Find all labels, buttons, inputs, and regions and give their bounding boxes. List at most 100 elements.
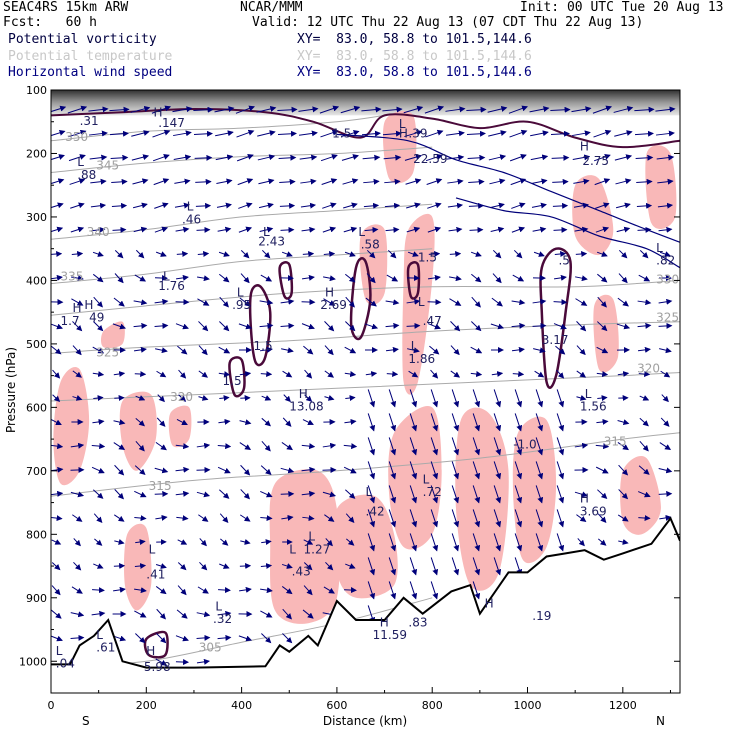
wind-vector-231 xyxy=(238,635,253,642)
wind-vector-484 xyxy=(493,461,502,480)
wind-vector-14 xyxy=(51,443,64,450)
wind-vector-310 xyxy=(324,345,334,356)
pv-annotation-35: .72 xyxy=(423,485,442,499)
wind-vector-54 xyxy=(93,296,103,308)
wind-vector-100 xyxy=(133,322,148,329)
wind-vector-222 xyxy=(239,419,252,426)
pv-fill-region-8 xyxy=(455,407,509,591)
wind-vector-254 xyxy=(261,633,272,644)
wind-vector-216 xyxy=(240,273,250,284)
wind-vector-60 xyxy=(91,443,106,450)
wind-vector-312 xyxy=(324,395,335,401)
wind-vector-0 xyxy=(51,105,67,113)
wind-vector-346 xyxy=(363,178,380,185)
wind-vector-227 xyxy=(240,539,251,545)
wind-vector-483 xyxy=(493,437,502,456)
wind-vector-203 xyxy=(219,513,229,524)
wind-vector-208 xyxy=(217,634,232,641)
wind-vector-252 xyxy=(260,587,273,594)
wind-vector-101 xyxy=(133,346,147,353)
wind-vector-264 xyxy=(280,322,295,329)
y-tick-label-100: 100 xyxy=(26,84,47,97)
wind-vector-581 xyxy=(595,466,609,474)
wind-vector-486 xyxy=(493,509,502,528)
wind-vector-74 xyxy=(114,250,124,259)
wind-vector-228 xyxy=(239,562,252,569)
wind-vector-35 xyxy=(72,395,83,401)
wind-vector-565 xyxy=(577,538,585,547)
wind-vector-119 xyxy=(154,226,169,233)
wind-vector-439 xyxy=(450,370,461,378)
wind-vector-171 xyxy=(198,321,209,332)
wind-vector-79 xyxy=(113,370,126,377)
wind-vector-333 xyxy=(344,371,357,378)
wind-vector-244 xyxy=(261,395,272,401)
wind-vector-206 xyxy=(218,587,231,594)
pv-annotation-6: .46 xyxy=(182,212,201,226)
wind-vector-158 xyxy=(177,585,187,596)
wind-vector-518 xyxy=(532,322,547,329)
wind-vector-491 xyxy=(509,154,527,162)
wind-vector-573 xyxy=(597,273,608,283)
wind-vector-583 xyxy=(597,513,607,524)
wind-vector-619 xyxy=(638,465,650,475)
wind-vector-204 xyxy=(220,538,229,546)
wind-vector-400 xyxy=(409,437,418,456)
wind-vector-376 xyxy=(386,371,399,378)
pv-annotation-32: 1.56 xyxy=(580,400,607,414)
wind-vector-339 xyxy=(345,513,355,524)
wind-vector-416 xyxy=(427,323,441,330)
wind-vector-46 xyxy=(88,106,109,113)
wind-vector-404 xyxy=(409,533,418,552)
pv-annotation-29: H xyxy=(299,387,308,401)
wind-vector-229 xyxy=(239,586,252,593)
wind-vector-18 xyxy=(51,539,62,545)
wind-vector-64 xyxy=(94,538,103,546)
wind-vector-580 xyxy=(595,443,610,450)
wind-vector-13 xyxy=(51,419,62,426)
wind-vector-459 xyxy=(470,371,483,378)
wind-vector-520 xyxy=(534,370,545,378)
pv-fill-region-9 xyxy=(512,416,557,564)
wind-vector-220 xyxy=(239,370,252,377)
wind-vector-147 xyxy=(175,323,189,330)
wind-vector-532 xyxy=(552,202,569,209)
wind-vector-481 xyxy=(493,389,502,408)
wind-vector-417 xyxy=(429,345,440,355)
y-tick-label-200: 200 xyxy=(26,147,47,160)
wind-vector-328 xyxy=(344,251,356,257)
wind-vector-265 xyxy=(281,347,294,354)
wind-vector-123 xyxy=(154,322,169,329)
wind-vector-441 xyxy=(451,413,460,432)
pv-annotation-14: 1.7 xyxy=(61,314,80,328)
wind-vector-511 xyxy=(530,154,549,161)
field-wind-xy: XY= 83.0, 58.8 to 101.5,144.6 xyxy=(297,65,532,80)
wind-vector-472 xyxy=(489,178,506,185)
wind-vector-494 xyxy=(511,226,526,233)
wind-vector-232 xyxy=(256,106,277,113)
wind-vector-571 xyxy=(595,226,610,233)
wind-vector-44 xyxy=(70,611,85,618)
wind-vector-474 xyxy=(490,226,505,233)
pv-annotation-23: L xyxy=(418,295,425,309)
wind-vector-387 xyxy=(404,129,423,138)
wind-vector-189 xyxy=(216,178,233,185)
wind-vector-268 xyxy=(282,417,292,427)
wind-vector-361 xyxy=(367,533,376,552)
wind-vector-469 xyxy=(487,106,508,113)
pv-annotation-63: L xyxy=(656,241,663,255)
pv-annotation-47: .32 xyxy=(213,612,232,626)
wind-vector-325 xyxy=(342,178,359,185)
pv-fill-region-10 xyxy=(620,455,661,535)
wind-vector-73 xyxy=(112,226,127,233)
wind-vector-10 xyxy=(51,345,62,355)
pv-annotation-4: .88 xyxy=(77,168,96,182)
wind-vector-263 xyxy=(280,298,295,305)
wind-vector-93 xyxy=(131,154,150,161)
wind-vector-541 xyxy=(556,413,565,432)
pv-fill-region-16 xyxy=(593,294,619,373)
pv-annotation-34: L xyxy=(423,473,430,487)
pv-annotation-7: L xyxy=(263,225,270,239)
wind-vector-341 xyxy=(345,563,356,569)
wind-vector-190 xyxy=(216,202,232,209)
